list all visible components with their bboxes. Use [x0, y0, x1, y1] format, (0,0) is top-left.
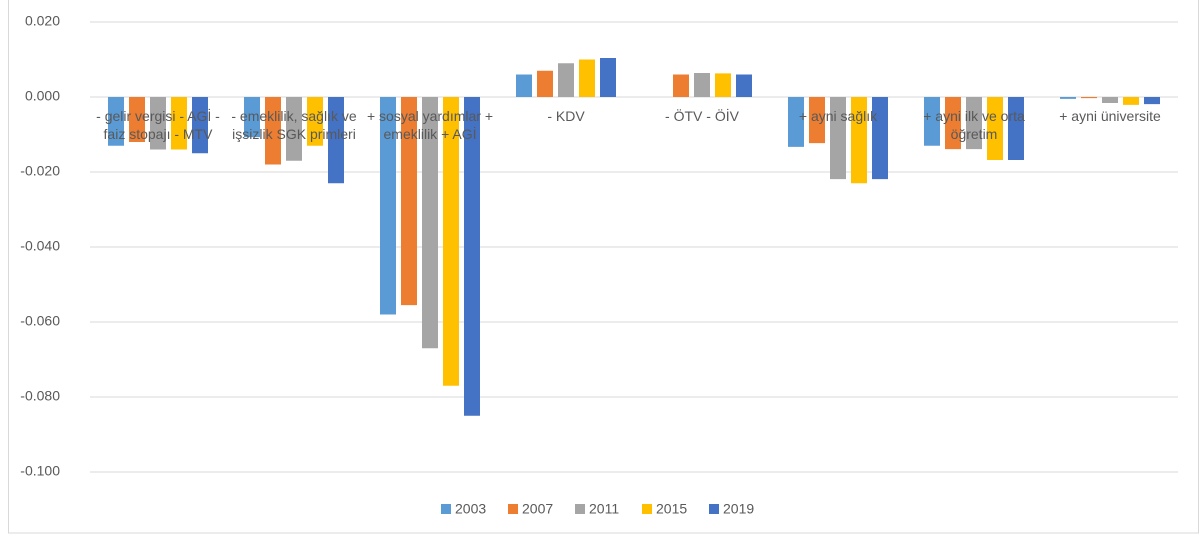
bar [809, 97, 825, 144]
bar [307, 97, 323, 146]
bar [286, 97, 302, 161]
bar [150, 97, 166, 150]
bar [380, 97, 396, 315]
bar [924, 97, 940, 146]
bar [694, 73, 710, 97]
x-tick-label: - gelir vergisi - AGİ - faiz stopajı - M… [96, 108, 220, 142]
chart-border [8, 0, 1199, 534]
bar [192, 97, 208, 154]
bar [558, 63, 574, 97]
bar [108, 97, 124, 146]
y-tick-label: 0.020 [25, 13, 60, 29]
bar [673, 74, 689, 97]
bar [171, 97, 187, 150]
bar [715, 73, 731, 97]
bar [579, 59, 595, 97]
y-tick-label: -0.040 [20, 238, 60, 254]
bar [443, 97, 459, 386]
legend-label: 2003 [455, 501, 486, 517]
bar [830, 97, 846, 180]
bar [600, 58, 616, 97]
legend-label: 2011 [589, 501, 619, 517]
bar [129, 97, 145, 142]
legend-swatch [575, 504, 585, 514]
legend-swatch [642, 504, 652, 514]
bar [1060, 97, 1076, 99]
bar [736, 74, 752, 97]
bar [328, 97, 344, 184]
y-tick-label: -0.020 [20, 163, 60, 179]
x-tick-label: - ÖTV - ÖİV [665, 108, 739, 124]
legend-swatch [441, 504, 451, 514]
x-tick-label: + ayni üniversite [1059, 108, 1161, 124]
bar [537, 70, 553, 97]
bar [422, 97, 438, 349]
legend-swatch [709, 504, 719, 514]
bar [1008, 97, 1024, 160]
bar [401, 97, 417, 306]
bar [945, 97, 961, 150]
bar [987, 97, 1003, 160]
bar [1123, 97, 1139, 105]
x-tick-label: + ayni sağlık [798, 108, 878, 124]
y-tick-label: 0.000 [25, 88, 60, 104]
bar [851, 97, 867, 184]
y-tick-label: -0.080 [20, 388, 60, 404]
x-tick-label: + sosyal yardımlar + emeklilik + AGİ [366, 108, 494, 142]
bar [516, 74, 532, 97]
bar [1081, 97, 1097, 99]
legend-label: 2007 [522, 501, 553, 517]
x-tick-label: + ayni ilk ve orta öğretim [923, 108, 1025, 142]
x-tick-label: - KDV [547, 108, 585, 124]
legend-label: 2015 [656, 501, 687, 517]
y-tick-label: -0.100 [20, 463, 60, 479]
legend-label: 2019 [723, 501, 754, 517]
bar [1144, 97, 1160, 105]
bar [966, 97, 982, 150]
bar [872, 97, 888, 180]
x-tick-label: - emeklilik, sağlık ve işsizlik SGK prim… [231, 108, 357, 142]
bar [1102, 97, 1118, 103]
legend-swatch [508, 504, 518, 514]
bar [464, 97, 480, 416]
bar [788, 97, 804, 147]
bar [265, 97, 281, 165]
y-tick-label: -0.060 [20, 313, 60, 329]
bar [244, 97, 260, 138]
